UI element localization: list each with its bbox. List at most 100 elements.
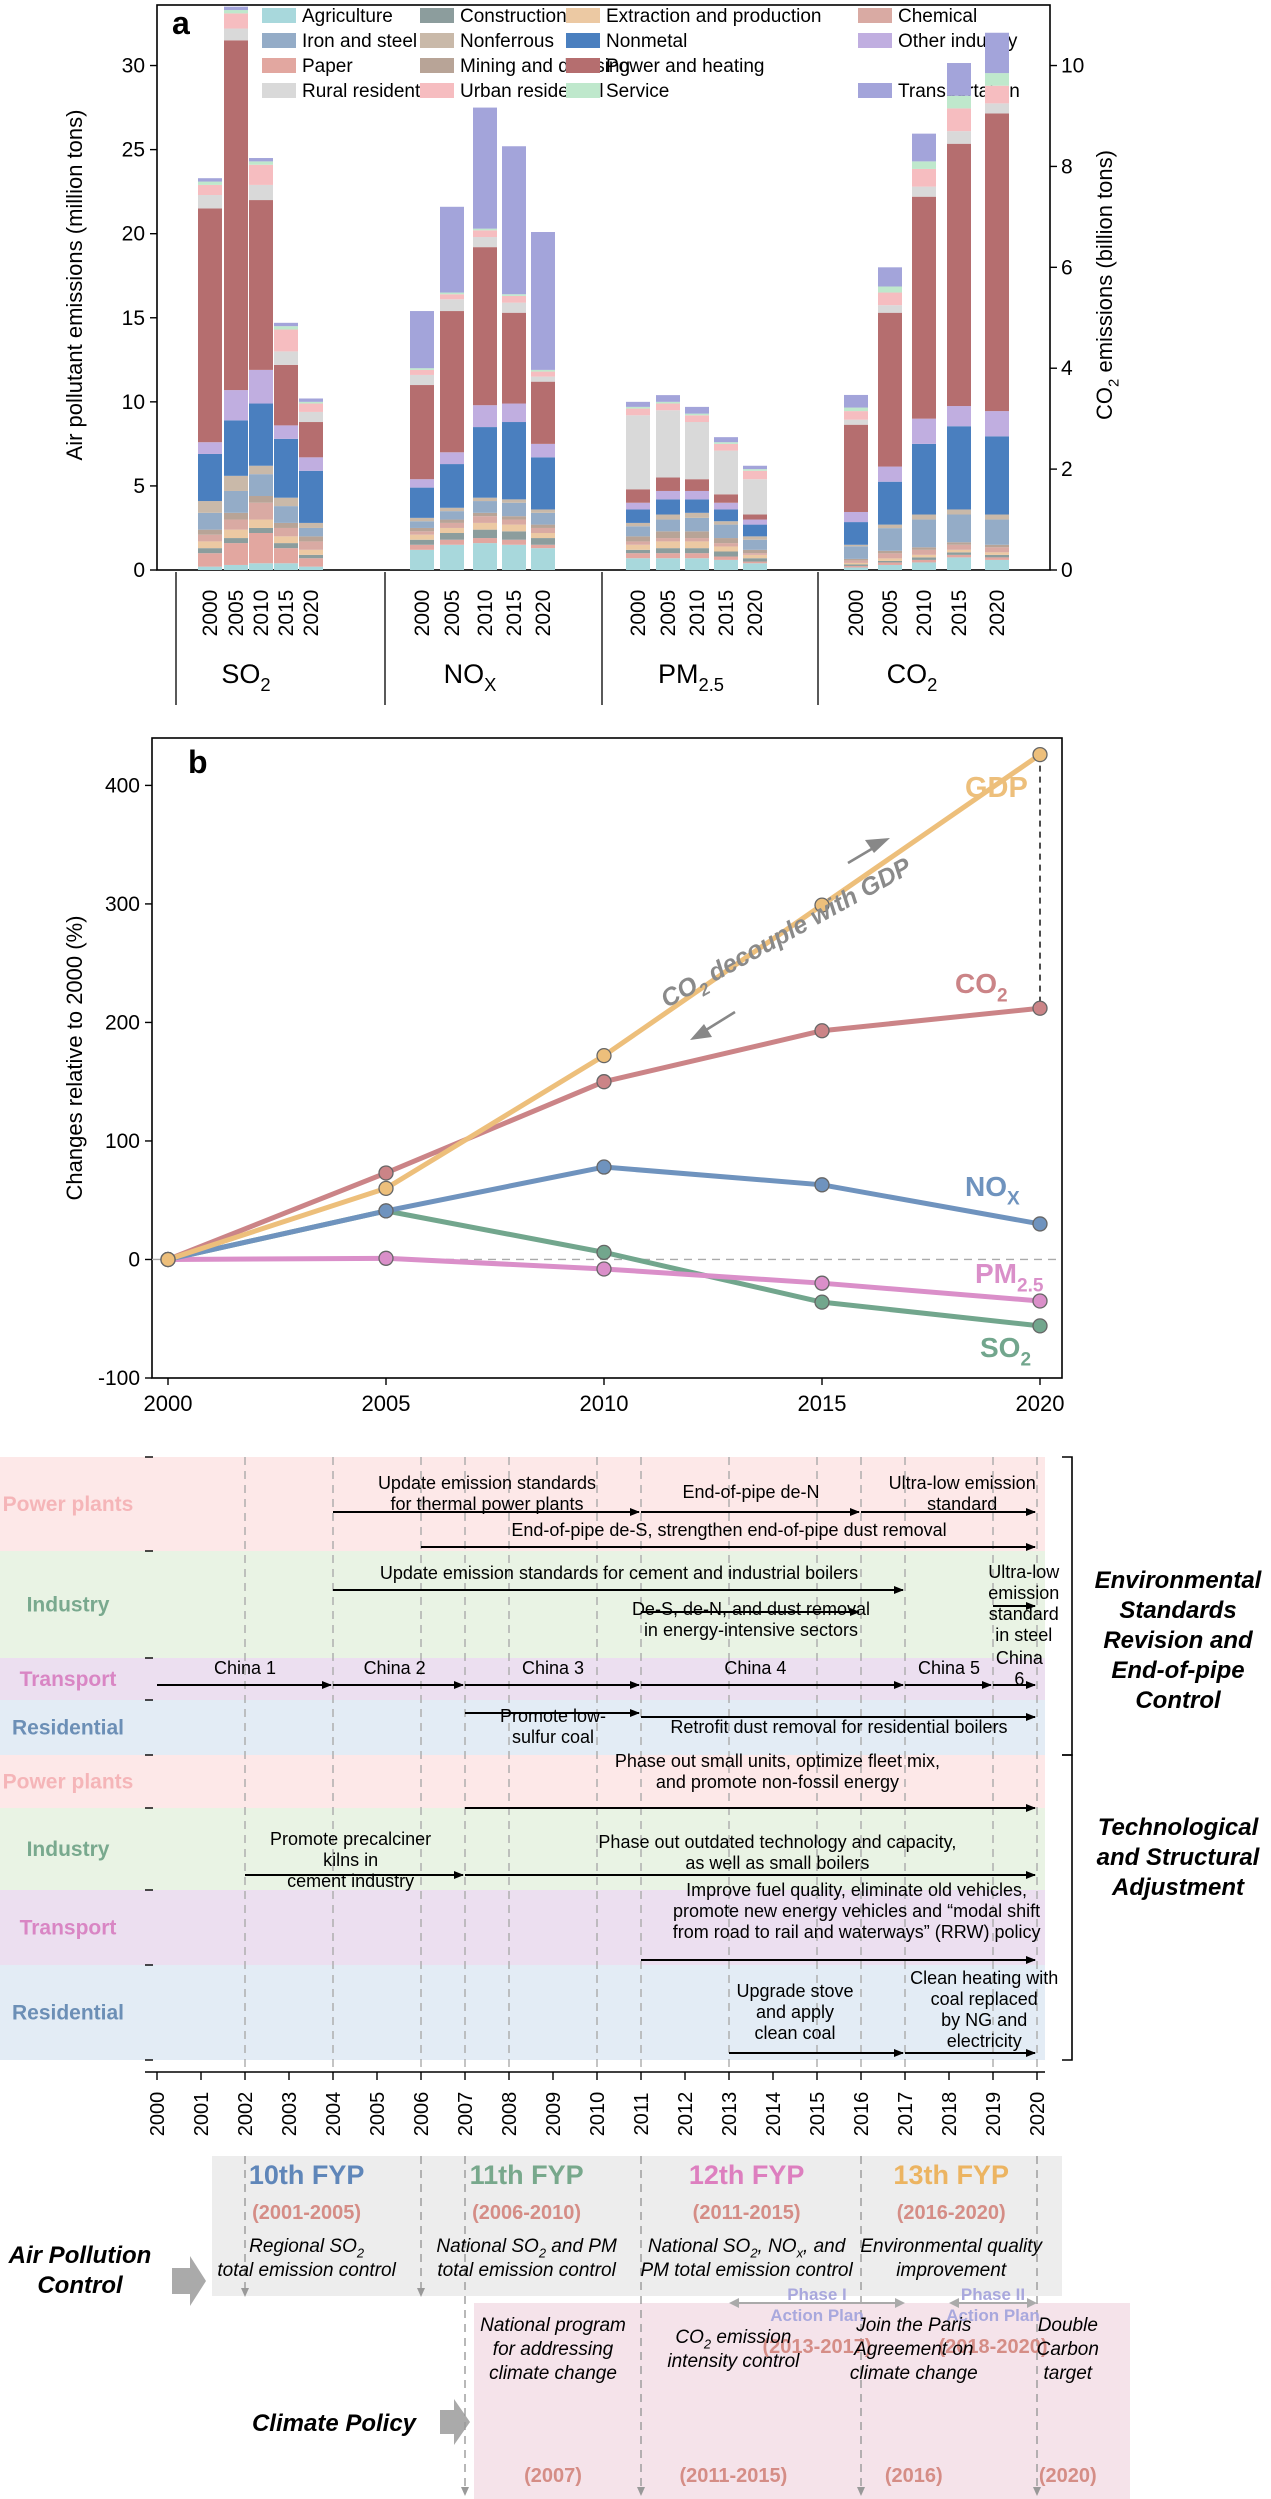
bar-segment — [626, 406, 650, 409]
bar-segment — [274, 438, 298, 498]
fyp-years: (2001-2005) — [252, 2202, 361, 2224]
legend-entry: Chemical — [898, 6, 977, 27]
text-part: CO — [955, 968, 997, 999]
bar-segment — [743, 558, 767, 562]
policy-text: sulfur coal — [512, 1727, 594, 1747]
policy-text: China 5 — [918, 1658, 980, 1678]
bar-segment — [410, 369, 434, 375]
bar-segment — [502, 403, 526, 423]
text-part: NO — [965, 1171, 1007, 1202]
bar-segment — [626, 522, 650, 527]
series-label: CO2 — [955, 968, 1008, 1006]
subscript: 2.5 — [1017, 1275, 1044, 1296]
fyp-desc: Environmental quality — [860, 2236, 1043, 2257]
year-label: 2008 — [499, 2092, 521, 2137]
year-label: 2015 — [807, 2092, 829, 2137]
bar-segment — [274, 425, 298, 439]
bar-segment — [844, 407, 868, 412]
policy-text: Update emission standards — [378, 1473, 596, 1493]
bar-segment — [198, 195, 222, 209]
bar-segment — [743, 563, 767, 570]
bar-segment — [410, 549, 434, 570]
bar-segment — [198, 442, 222, 454]
bar-segment — [410, 311, 434, 369]
bar-segment — [440, 294, 464, 300]
fyp-desc: Regional SO2 — [249, 2236, 364, 2261]
section-title: End-of-pipe — [1111, 1657, 1244, 1684]
series-point — [378, 1165, 394, 1181]
bar-segment — [249, 502, 273, 520]
text-part: Environmental quality — [860, 2236, 1043, 2257]
bar-segment — [440, 292, 464, 295]
policy-text: Phase out small units, optimize fleet mi… — [615, 1751, 940, 1771]
bar-segment — [844, 522, 868, 545]
bar-segment — [274, 506, 298, 523]
bar-segment — [912, 133, 936, 162]
subscript: X — [1007, 1188, 1020, 1209]
bar-segment — [502, 295, 526, 303]
y-tick-label: 100 — [105, 1130, 140, 1153]
text-part: decouple with GDP — [697, 852, 916, 990]
bar-segment — [947, 63, 971, 96]
panel-label: b — [188, 744, 208, 780]
bar-segment — [410, 374, 434, 386]
text-part: improvement — [896, 2260, 1007, 2281]
bar-segment — [912, 562, 936, 570]
text-part: intensity control — [667, 2351, 800, 2372]
climate-arrow — [440, 2399, 470, 2445]
policy-text: Ultra-low — [988, 1562, 1060, 1582]
bar-segment — [947, 426, 971, 510]
series-point — [596, 1261, 612, 1277]
legend-swatch — [566, 58, 600, 73]
bar-segment — [198, 501, 222, 513]
legend-entry: Nonferrous — [460, 31, 554, 52]
guide-arrow — [461, 2487, 469, 2496]
legend-swatch — [420, 58, 454, 73]
bar-segment — [299, 566, 323, 570]
section-title: Environmental — [1095, 1567, 1263, 1594]
bar-segment — [531, 527, 555, 534]
group-label: CO2 — [887, 659, 938, 695]
row-label: Residential — [12, 1717, 124, 1740]
year-label: 2009 — [543, 2092, 565, 2137]
row-band — [0, 1551, 1045, 1658]
bar-segment — [299, 522, 323, 528]
year-label: 2003 — [279, 2092, 301, 2137]
year-label: 2004 — [323, 2092, 345, 2137]
bar-segment — [626, 489, 650, 503]
legend-entry: Paper — [302, 56, 353, 77]
section-title: and Structural — [1097, 1844, 1261, 1871]
bar-segment — [473, 512, 497, 517]
bar-segment — [440, 311, 464, 453]
x-tick-label: 2010 — [913, 590, 936, 637]
bar-segment — [743, 553, 767, 555]
bar-segment — [985, 103, 1009, 114]
bar-segment — [198, 453, 222, 502]
text-part: emissions (billion tons) — [1092, 150, 1117, 379]
bar-segment — [947, 95, 971, 109]
bar-segment — [714, 543, 738, 547]
bar-segment — [844, 558, 868, 561]
y-tick-label: 10 — [122, 391, 145, 414]
bar-segment — [656, 403, 680, 411]
bar-segment — [626, 553, 650, 559]
legend-swatch — [566, 8, 600, 23]
y-tick-label: 300 — [105, 893, 140, 916]
x-tick-label: 2005 — [879, 590, 902, 637]
bar-segment — [947, 557, 971, 570]
bar-segment — [947, 549, 971, 553]
bar-segment — [531, 457, 555, 510]
bar-segment — [440, 464, 464, 508]
row-band — [0, 1700, 1045, 1755]
panel-label: a — [172, 5, 190, 41]
annotation-text: CO2 decouple with GDP — [656, 852, 919, 1018]
bar-segment — [714, 509, 738, 522]
bar-segment — [685, 548, 709, 554]
x-tick-label: 2005 — [225, 590, 248, 637]
bar-segment — [844, 564, 868, 566]
climate-desc: Double — [1038, 2315, 1098, 2336]
row-band — [0, 1890, 1045, 1965]
subscript: 2 — [1106, 379, 1123, 387]
bar-segment — [656, 401, 680, 404]
bar-segment — [502, 524, 526, 532]
